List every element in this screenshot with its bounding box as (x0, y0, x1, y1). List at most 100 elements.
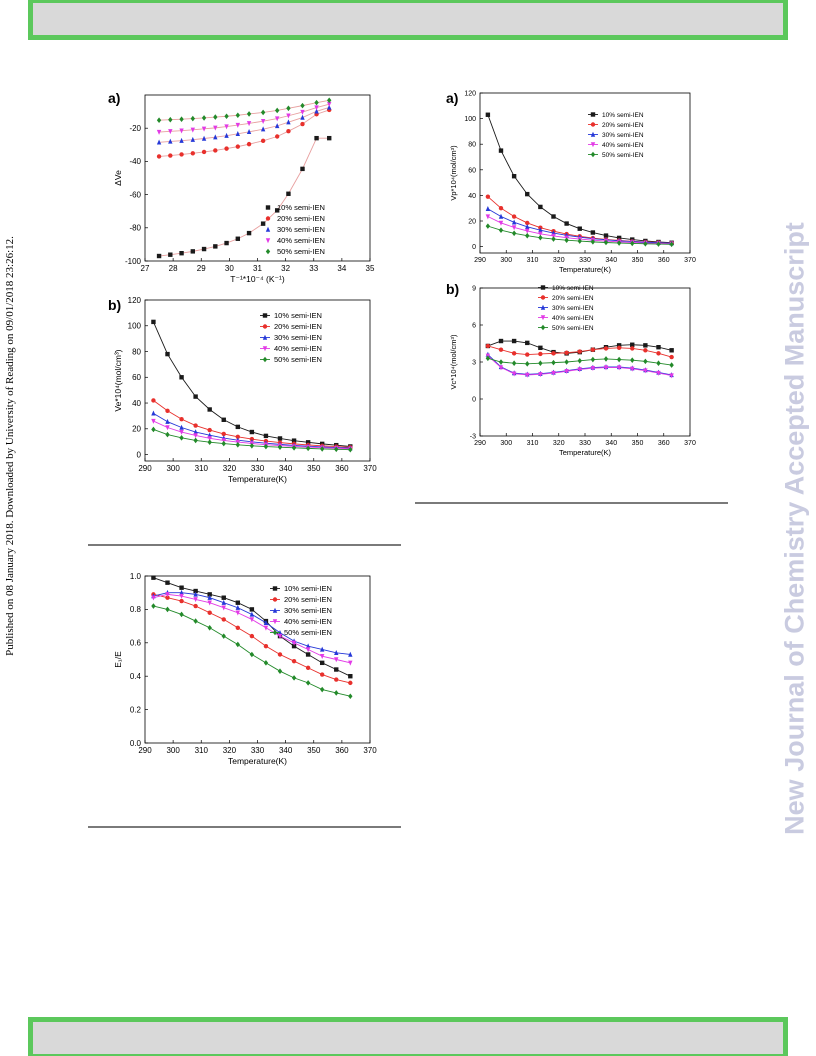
data-point (193, 591, 198, 597)
data-point (246, 129, 252, 135)
chart-left-c: 290 300 310 320 330 340 350 360 370 0.0 0.2 0.4 0.6 0… (113, 572, 377, 766)
data-point (300, 102, 305, 109)
data-point (603, 233, 609, 238)
series-4 (151, 592, 353, 666)
data-point (511, 338, 517, 344)
data-point (577, 349, 582, 354)
data-point (643, 358, 648, 365)
legend-label: 30% semi-IEN (274, 333, 322, 342)
data-point (224, 113, 229, 120)
legend-label: 50% semi-IEN (284, 628, 332, 637)
data-point (577, 367, 582, 373)
x-tick-label: 30 (225, 264, 234, 273)
y-axis-label: Vp*10⁴(mol/cm³) (449, 145, 458, 201)
y-tick-label: 120 (464, 90, 476, 97)
data-point (221, 440, 226, 447)
data-point (564, 359, 569, 365)
data-point (151, 410, 156, 416)
legend-label: 40% semi-IEN (552, 315, 594, 322)
x-tick-label: 290 (474, 257, 486, 264)
data-point (590, 239, 596, 245)
x-tick-label: 300 (166, 746, 180, 755)
y-tick-label: 40 (132, 399, 141, 408)
data-point (590, 347, 596, 352)
data-point (319, 672, 325, 677)
y-tick-label: 20 (468, 218, 476, 225)
data-point (300, 166, 305, 172)
x-axis-label: T⁻¹*10⁻⁴ (K⁻¹) (230, 274, 285, 284)
data-point (207, 407, 212, 412)
legend: 10% semi-IEN 20% semi-IEN 30% semi-IEN 40% … (265, 203, 325, 256)
data-point (221, 417, 226, 422)
data-point (577, 226, 582, 231)
data-point (551, 214, 556, 219)
data-point (165, 606, 170, 613)
series-5 (156, 97, 332, 124)
legend-label: 30% semi-IEN (277, 225, 325, 234)
x-tick-label: 340 (279, 746, 293, 755)
data-point (319, 646, 325, 652)
data-point (165, 351, 170, 357)
y-tick-label: 0.4 (130, 672, 142, 681)
data-point (260, 109, 266, 116)
x-tick-label: 370 (363, 746, 377, 755)
y-tick-label: 60 (132, 373, 141, 382)
y-tick-label: 60 (468, 167, 476, 174)
data-point (348, 674, 353, 679)
data-point (179, 429, 184, 435)
data-point (286, 128, 291, 134)
data-point (179, 424, 184, 430)
data-point (224, 124, 229, 130)
data-point (525, 372, 530, 378)
legend: 10% semi-IEN 20% semi-IEN 30% semi-IEN 40% … (538, 285, 594, 332)
legend-label: 50% semi-IEN (277, 247, 325, 256)
x-tick-label: 300 (500, 440, 512, 447)
publication-side-note: Published on 08 January 2018. Downloaded… (4, 236, 16, 656)
x-tick-label: 330 (251, 464, 265, 473)
data-point (249, 651, 255, 658)
data-point (656, 351, 661, 356)
data-point (207, 594, 212, 600)
data-point (151, 418, 156, 424)
y-tick-label: 120 (128, 296, 142, 305)
data-point (193, 433, 198, 439)
data-point (260, 119, 266, 125)
data-point (156, 129, 162, 135)
data-point (277, 436, 283, 441)
data-point (630, 357, 635, 363)
data-point (179, 435, 184, 441)
data-point (277, 444, 283, 451)
data-point (193, 394, 198, 399)
x-axis-label: Temperature(K) (559, 448, 612, 457)
legend-marker (262, 324, 268, 329)
legend-label: 40% semi-IEN (277, 236, 325, 245)
data-point (538, 345, 543, 351)
x-tick-label: 28 (169, 264, 178, 273)
data-point (551, 359, 556, 366)
data-point (327, 101, 332, 107)
x-tick-label: 310 (195, 746, 209, 755)
plot-frame (479, 92, 691, 254)
data-point (274, 116, 280, 122)
data-point (348, 660, 353, 666)
y-tick-label: 40 (468, 193, 476, 200)
data-point (207, 439, 212, 445)
legend-label: 40% semi-IEN (274, 344, 322, 353)
data-point (643, 368, 648, 374)
data-point (291, 445, 297, 451)
data-point (327, 135, 332, 141)
data-point (630, 346, 635, 351)
data-point (235, 112, 241, 119)
data-point (263, 625, 269, 631)
y-tick-label: 9 (472, 285, 476, 292)
x-tick-label: 370 (684, 257, 696, 264)
data-point (551, 236, 556, 242)
legend-label: 20% semi-IEN (284, 595, 332, 604)
data-point (616, 235, 622, 241)
series-5 (485, 355, 674, 368)
x-tick-label: 33 (309, 264, 318, 273)
x-tick-label: 310 (195, 464, 209, 473)
x-tick-label: 320 (223, 464, 237, 473)
data-point (538, 231, 543, 237)
data-point (168, 153, 173, 158)
